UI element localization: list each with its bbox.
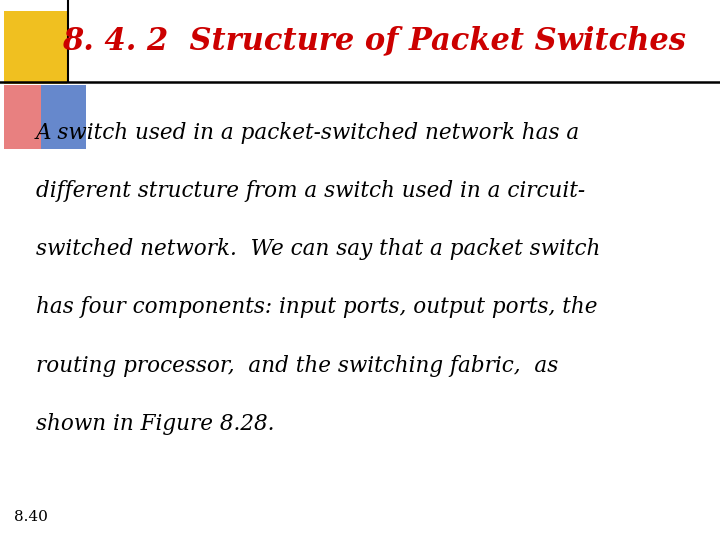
Text: has four components: input ports, output ports, the: has four components: input ports, output… xyxy=(36,296,598,319)
Text: different structure from a switch used in a circuit-: different structure from a switch used i… xyxy=(36,180,585,202)
Text: routing processor,  and the switching fabric,  as: routing processor, and the switching fab… xyxy=(36,355,558,377)
Bar xyxy=(4,85,49,148)
Text: 8. 4. 2  Structure of Packet Switches: 8. 4. 2 Structure of Packet Switches xyxy=(63,25,686,57)
Bar xyxy=(41,85,86,148)
Text: switched network.  We can say that a packet switch: switched network. We can say that a pack… xyxy=(36,238,600,260)
Bar xyxy=(4,11,67,84)
Text: 8.40: 8.40 xyxy=(14,510,48,524)
Text: shown in Figure 8.28.: shown in Figure 8.28. xyxy=(36,413,274,435)
Text: A switch used in a packet-switched network has a: A switch used in a packet-switched netwo… xyxy=(36,122,580,144)
